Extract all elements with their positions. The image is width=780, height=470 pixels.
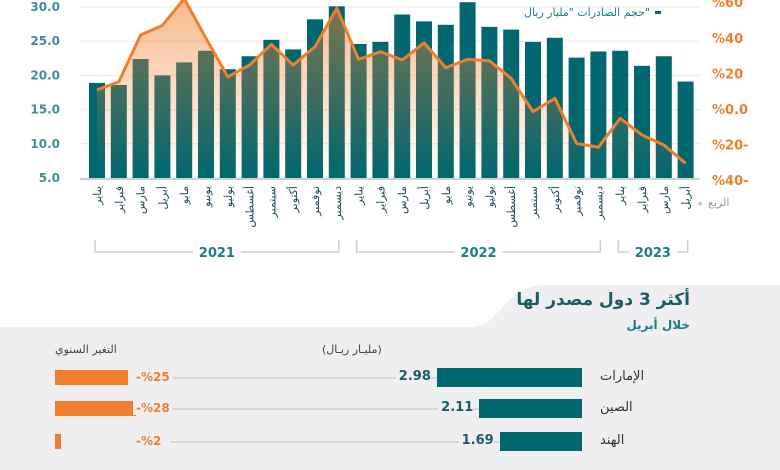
left-tick-label: 30.0	[30, 0, 60, 14]
right-tick-label: %20	[712, 67, 743, 82]
month-label: ديسمبر	[592, 186, 605, 221]
month-label: أبريل	[679, 186, 693, 210]
exports-chart: 5.0 10.0 15.0 20.0 25.0 30.0 %40- %20- %0.0 %20 %4…	[30, 0, 749, 261]
left-tick-label: 20.0	[30, 68, 60, 82]
left-tick-label: 15.0	[30, 103, 60, 117]
value-label: 2.11	[438, 400, 474, 415]
row-guide-line	[170, 441, 500, 443]
month-label: فبراير	[374, 186, 387, 214]
month-label: فبراير	[113, 186, 126, 214]
month-label: يوليو	[483, 186, 496, 208]
row-guide-line	[170, 377, 437, 379]
month-label: مايو	[178, 186, 191, 205]
change-bar	[55, 401, 137, 416]
year-bracket	[355, 240, 602, 253]
change-label: %28-	[133, 401, 173, 415]
value-label: 2.98	[395, 369, 431, 384]
month-label: مارس	[396, 186, 409, 214]
month-label: مايو	[440, 186, 453, 205]
value-bar	[436, 368, 582, 387]
left-tick-label: 10.0	[30, 137, 60, 151]
value-bar	[499, 432, 582, 451]
month-label: يونيو	[462, 186, 475, 208]
month-label: مارس	[135, 186, 148, 214]
value-label: 1.69	[458, 433, 494, 448]
country-row: %25- 2.98 الإمارات	[0, 368, 780, 388]
country-name: الصين	[600, 400, 633, 415]
country-name: الإمارات	[600, 369, 645, 384]
legend-bar-swatch	[655, 11, 661, 14]
country-row: %2- 1.69 الهند	[0, 432, 780, 452]
quarter-label: الربع	[708, 196, 729, 209]
row-guide-line	[170, 408, 480, 410]
right-tick-label: %60	[712, 0, 743, 11]
growth-area	[97, 0, 686, 178]
month-label: يوليو	[222, 186, 235, 208]
arrow-icon: ◂	[697, 199, 702, 209]
country-name: الهند	[600, 433, 625, 448]
month-label: يونيو	[200, 186, 213, 208]
right-tick-label: %40	[712, 32, 743, 47]
right-tick-label: %0.0	[712, 103, 748, 118]
year-label: 2023	[635, 246, 671, 261]
legend-bars-label: حجم الصادرات "مليار ريال"	[524, 6, 650, 19]
year-label: 2022	[460, 246, 496, 261]
month-label: نوفمبر	[571, 186, 584, 217]
month-label: فبراير	[636, 186, 649, 214]
export-bar	[677, 81, 694, 178]
month-label: يناير	[91, 186, 104, 206]
top3-title: أكثر 3 دول مصدر لها	[516, 290, 690, 310]
value-header: (مليـار ريـال)	[322, 343, 382, 356]
month-label: أكتوبر	[286, 186, 300, 213]
month-label: أكتوبر	[548, 186, 562, 213]
change-header: التغير السنوي	[55, 343, 117, 356]
country-row: %28- 2.11 الصين	[0, 399, 780, 419]
month-label: أغسطس	[504, 186, 518, 228]
month-label: سبتمبر	[527, 186, 540, 219]
year-bracket	[617, 240, 689, 253]
month-label: ديسمبر	[331, 186, 344, 221]
month-label: أغسطس	[243, 186, 257, 228]
year-bracket	[94, 240, 340, 253]
value-bar	[479, 399, 582, 418]
month-label: مارس	[658, 186, 671, 214]
month-label: يناير	[353, 186, 366, 206]
change-bar	[55, 434, 61, 449]
month-label: سبتمبر	[265, 186, 278, 219]
left-tick-label: 5.0	[39, 171, 60, 185]
month-label: نوفمبر	[309, 186, 322, 217]
month-label: أبريل	[417, 186, 431, 210]
growth-line	[96, 0, 687, 165]
right-tick-label: %20-	[712, 139, 749, 154]
change-bar	[55, 370, 128, 385]
change-label: %25-	[133, 370, 173, 384]
left-tick-label: 25.0	[30, 34, 60, 48]
change-label: %2-	[133, 434, 165, 448]
right-tick-label: %40-	[712, 174, 749, 189]
top3-subtitle: خلال أبريل	[626, 318, 690, 332]
year-label: 2021	[199, 246, 235, 261]
month-label: أبريل	[155, 186, 169, 210]
month-label: يناير	[614, 186, 627, 206]
